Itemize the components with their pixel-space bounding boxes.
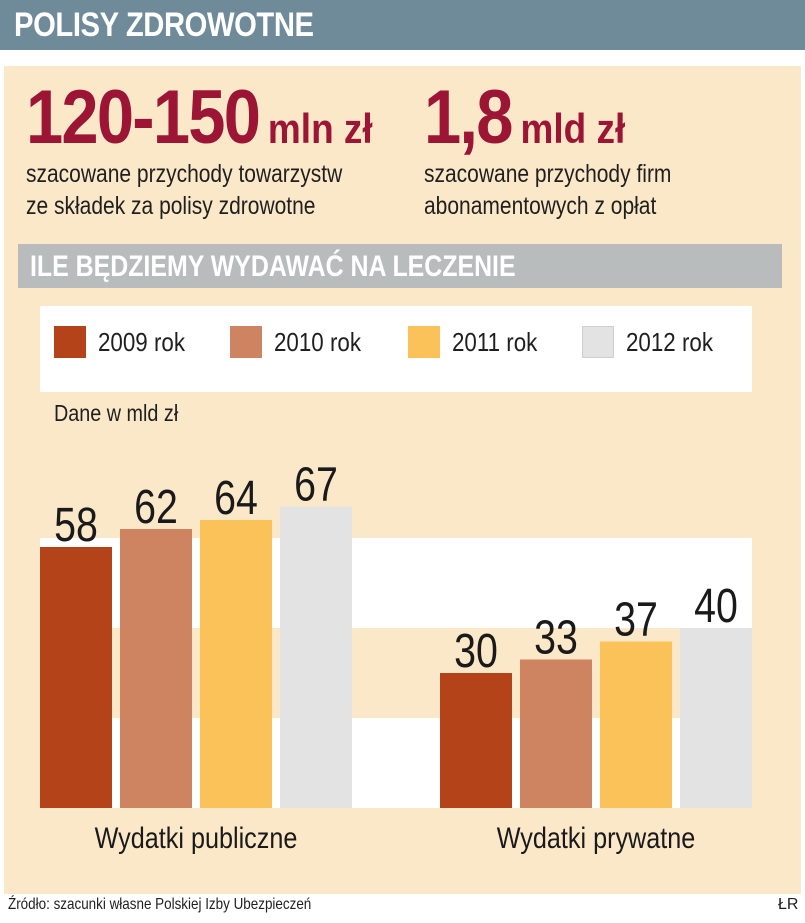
- bar-value-label: 37: [614, 593, 658, 647]
- bar: [200, 520, 272, 808]
- legend-label-2011: 2011 rok: [452, 327, 538, 357]
- category-label: Wydatki publiczne: [95, 821, 298, 855]
- bar-value-label: 67: [294, 458, 338, 512]
- page-title: POLISY ZDROWOTNE: [14, 6, 314, 44]
- bar-value-label: 30: [454, 624, 498, 678]
- stat-1-value: 120-150 mln zł: [26, 80, 373, 156]
- category-label: Wydatki prywatne: [497, 821, 696, 855]
- bar: [600, 641, 672, 808]
- section-title: ILE BĘDZIEMY WYDAWAĆ NA LECZENIE: [30, 250, 516, 283]
- legend-label-2010: 2010 rok: [274, 327, 362, 357]
- legend-swatch-2010: [230, 326, 262, 358]
- legend-label-2009: 2009 rok: [98, 327, 186, 357]
- bar: [680, 628, 752, 808]
- source-note: Źródło: szacunki własne Polskiej Izby Ub…: [8, 896, 312, 913]
- bar-value-label: 33: [534, 611, 578, 665]
- legend-swatch-2009: [54, 326, 86, 358]
- legend-swatch-2012: [582, 326, 614, 358]
- bar: [440, 673, 512, 808]
- section-header: ILE BĘDZIEMY WYDAWAĆ NA LECZENIE: [18, 244, 782, 288]
- bar-value-label: 40: [694, 579, 738, 633]
- stat-2-unit: mld zł: [520, 105, 626, 152]
- category-labels: Wydatki publiczne Wydatki prywatne: [95, 821, 696, 855]
- bar-value-label: 58: [54, 498, 98, 552]
- bar: [280, 506, 352, 808]
- title-bar: POLISY ZDROWOTNE: [0, 0, 805, 50]
- stat-1-number: 120-150: [26, 75, 261, 160]
- author-credit: ŁR: [778, 896, 799, 913]
- stat-2-number: 1,8: [424, 75, 513, 160]
- bar: [120, 529, 192, 808]
- legend-label-2012: 2012 rok: [626, 327, 714, 357]
- bars: [40, 506, 752, 808]
- bar: [520, 659, 592, 808]
- units-label: Dane w mld zł: [54, 400, 179, 426]
- stat-1-unit: mln zł: [267, 105, 373, 152]
- stat-2-value: 1,8 mld zł: [424, 80, 625, 156]
- legend: 2009 rok 2010 rok 2011 rok 2012 rok: [40, 306, 752, 392]
- legend-swatch-2011: [408, 326, 440, 358]
- value-labels: 58 62 64 67 30 33 37 40: [54, 458, 738, 678]
- stat-2-description: szacowane przychody firm abonamentowych …: [424, 160, 672, 220]
- bar-value-label: 64: [214, 471, 258, 525]
- stat-1-description: szacowane przychody towarzystw ze składe…: [26, 160, 343, 220]
- bar-value-label: 62: [134, 480, 178, 534]
- bar: [40, 547, 112, 808]
